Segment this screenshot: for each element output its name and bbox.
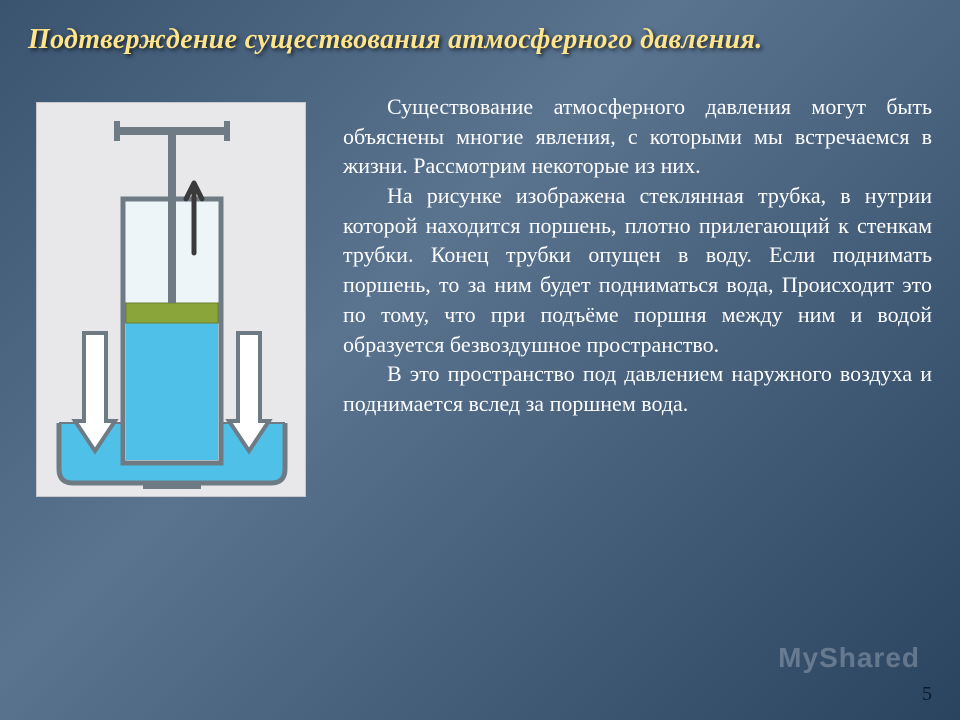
piston-handle [117,127,227,135]
down-arrow-icon [75,333,115,451]
watermark: MyShared [778,642,920,674]
piston-rod [168,133,176,303]
page-number: 5 [922,683,932,706]
piston [126,303,218,323]
diagram-svg [37,103,307,498]
paragraph-3: В это пространство под давлением наружно… [343,359,932,418]
down-arrow-icon [229,333,269,451]
bowl-base [143,483,201,489]
figure-column [28,92,313,497]
paragraph-2: На рисунке изображена стеклянная трубка,… [343,181,932,359]
water-column [126,323,218,460]
handle-left-end [114,121,120,141]
handle-right-end [224,121,230,141]
slide-title: Подтверждение существования атмосферного… [28,24,932,56]
paragraph-1: Существование атмосферного давления могу… [343,92,932,181]
piston-tube-diagram [36,102,306,497]
content-row: Существование атмосферного давления могу… [28,92,932,497]
text-column: Существование атмосферного давления могу… [343,92,932,419]
